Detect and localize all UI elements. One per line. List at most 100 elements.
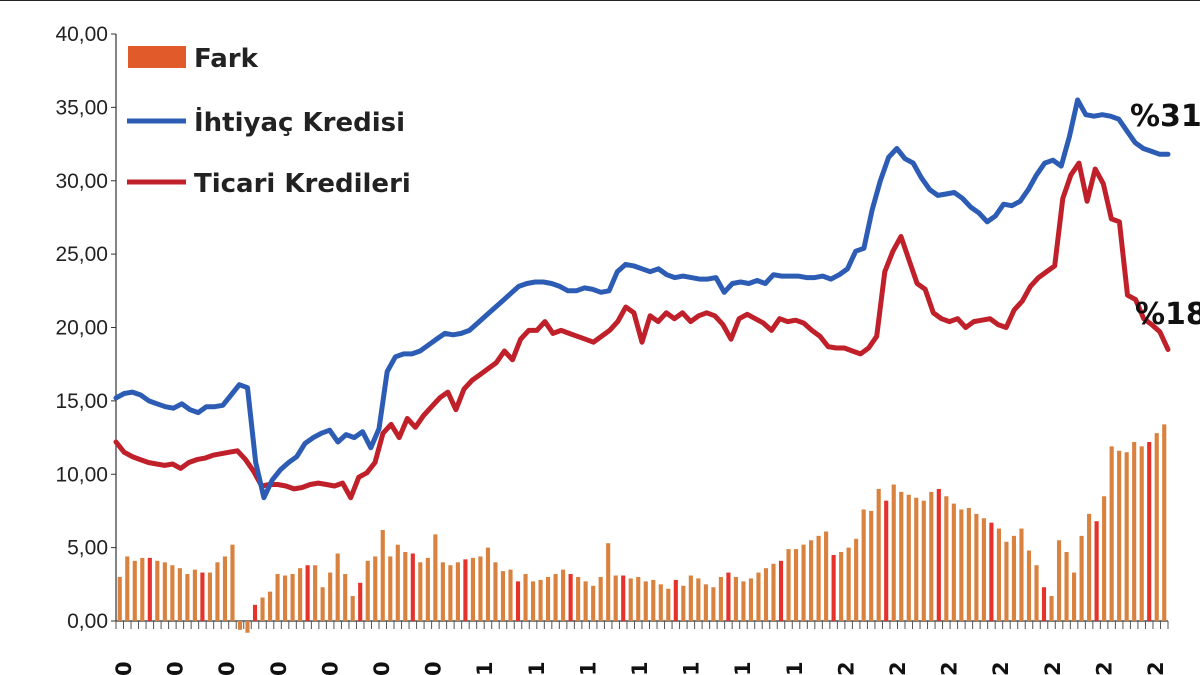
fark-bar: [1162, 424, 1167, 621]
x-tick-label: 1: [783, 661, 807, 675]
series-lines: [113, 97, 1171, 501]
fark-bar: [132, 560, 137, 621]
x-tick-label: 0: [422, 661, 446, 675]
y-tick-label: 40,00: [55, 23, 108, 46]
fark-bar: [1117, 450, 1122, 621]
fark-bar: [854, 538, 859, 621]
fark-bar: [944, 496, 949, 621]
fark-bar: [260, 597, 265, 621]
fark-bar: [440, 562, 445, 621]
fark-bar: [598, 576, 603, 621]
fark-bar: [733, 576, 738, 621]
fark-bar: [1109, 446, 1114, 621]
fark-bar: [1094, 521, 1099, 621]
fark-bar: [929, 491, 934, 621]
fark-bar: [793, 549, 799, 621]
fark-bar: [591, 585, 596, 621]
fark-bar: [703, 584, 708, 621]
fark-bar: [576, 576, 581, 621]
legend-label-ticari: Ticari Kredileri: [194, 169, 411, 199]
fark-bar: [275, 574, 280, 621]
fark-bar: [869, 510, 874, 621]
fark-bar: [215, 562, 220, 621]
fark-bar: [1026, 550, 1032, 621]
fark-bar: [1011, 535, 1017, 621]
fark-bar: [418, 562, 423, 621]
fark-bar: [936, 488, 941, 621]
fark-bar: [628, 578, 633, 621]
x-tick-label: 0: [370, 661, 394, 675]
fark-bar: [666, 588, 671, 621]
fark-bar: [561, 569, 566, 621]
fark-bar: [140, 557, 145, 621]
fark-bar: [192, 569, 197, 621]
fark-bar: [1079, 535, 1084, 621]
fark-bar: [117, 576, 122, 621]
x-tick-label: 0: [215, 661, 239, 675]
fark-bar: [523, 574, 528, 621]
y-tick-label: 15,00: [55, 390, 108, 413]
fark-bar: [816, 535, 821, 621]
fark-bar: [313, 565, 318, 621]
legend-label-fark: Fark: [194, 44, 259, 74]
fark-bar: [613, 575, 618, 621]
fark-bar: [718, 576, 723, 621]
fark-bar: [1139, 446, 1144, 621]
fark-bar: [981, 518, 986, 621]
fark-bar: [1064, 552, 1069, 621]
x-tick-label: 2: [1092, 661, 1116, 675]
fark-bar: [1124, 452, 1129, 621]
fark-bar: [222, 556, 228, 621]
fark-bar: [1019, 528, 1024, 621]
fark-bar: [478, 556, 483, 621]
fark-bar: [1087, 513, 1092, 621]
fark-bar: [177, 568, 182, 621]
fark-bar: [470, 557, 475, 621]
fark-bar: [568, 574, 573, 621]
fark-bar: [606, 543, 611, 621]
fark-bar: [380, 530, 385, 621]
y-tick-label: 25,00: [55, 243, 108, 266]
fark-bar: [748, 578, 754, 621]
fark-bar: [899, 491, 904, 621]
fark-bar: [463, 559, 468, 621]
fark-bar: [839, 552, 844, 621]
y-tick-label: 10,00: [55, 463, 108, 486]
fark-bar: [388, 556, 393, 621]
x-tick-label: 1: [576, 661, 600, 675]
ticari-kredileri-line: [113, 160, 1171, 501]
fark-bar: [170, 565, 175, 621]
fark-bar: [147, 557, 152, 621]
fark-bar: [237, 621, 243, 630]
x-tick-label: 0: [267, 661, 291, 675]
fark-bar: [778, 560, 784, 621]
fark-bar: [711, 587, 716, 621]
fark-bar: [125, 556, 130, 621]
y-tick-label: 30,00: [55, 170, 108, 193]
fark-bar: [410, 553, 415, 621]
x-tick-label: 2: [886, 661, 910, 675]
fark-bar: [485, 547, 491, 621]
fark-bar: [846, 547, 851, 621]
fark-bar: [681, 585, 686, 621]
x-tick-label: 1: [525, 661, 549, 675]
fark-bar: [658, 584, 663, 621]
fark-bar: [493, 562, 498, 621]
legend: Fark İhtiyaç Kredisi Ticari Kredileri: [127, 44, 411, 199]
ihtiyac-kredisi-line: [113, 97, 1171, 501]
fark-bar: [1034, 565, 1039, 621]
fark-bar: [1041, 587, 1047, 621]
fark-bar: [162, 562, 167, 621]
fark-bar: [1132, 441, 1137, 621]
x-tick-label: 2: [989, 661, 1013, 675]
fark-bar: [1147, 441, 1152, 621]
y-tick-label: 20,00: [55, 317, 108, 340]
fark-bar: [200, 572, 205, 621]
x-tick-label: 2: [834, 661, 858, 675]
fark-bar: [515, 581, 521, 621]
fark-bar: [530, 581, 536, 621]
fark-bar: [328, 572, 333, 621]
fark-bar: [643, 581, 648, 621]
